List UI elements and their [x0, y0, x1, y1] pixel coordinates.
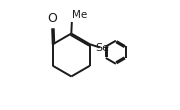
Text: Se: Se: [96, 43, 109, 53]
Text: Me: Me: [72, 10, 87, 20]
Text: O: O: [47, 12, 57, 25]
